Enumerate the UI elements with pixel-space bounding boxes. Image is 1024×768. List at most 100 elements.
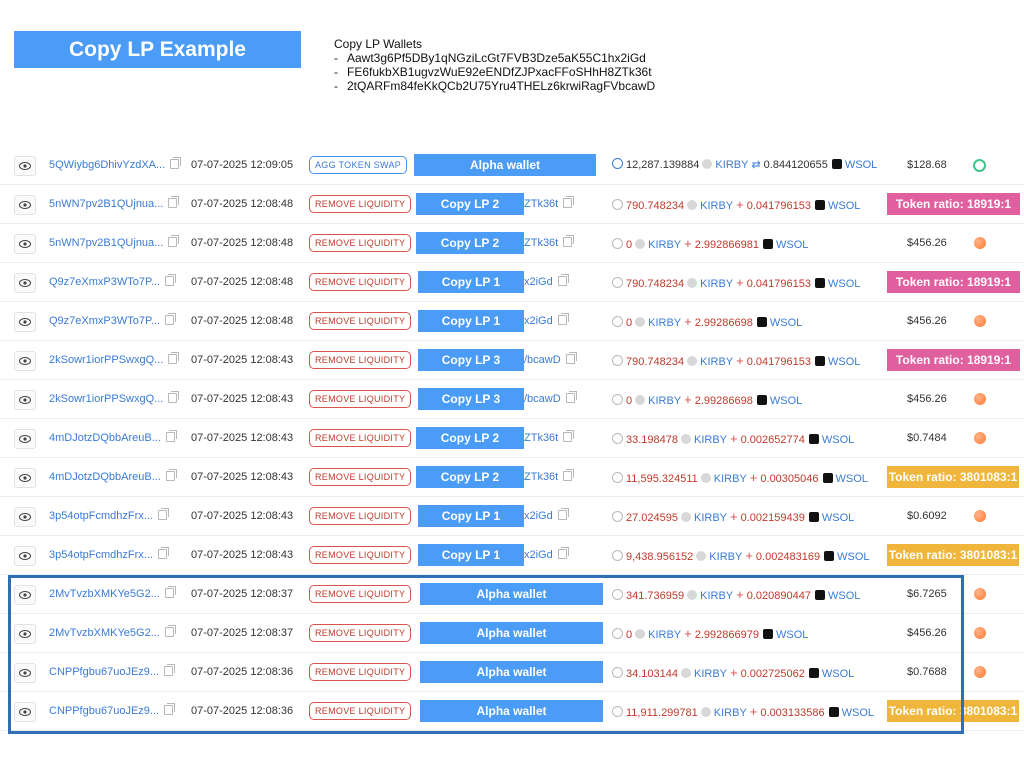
wallet-address-link[interactable]: ZTk36t — [524, 235, 575, 249]
token-symbol-link[interactable]: WSOL — [827, 356, 861, 368]
transaction-signature-link[interactable]: 3p54otpFcmdhzFrx... — [49, 547, 169, 561]
copy-icon[interactable] — [164, 664, 176, 676]
dex-icon[interactable] — [974, 588, 986, 600]
wallet-address-link[interactable]: x2iGd — [524, 508, 569, 522]
copy-icon[interactable] — [165, 469, 177, 481]
dex-icon[interactable] — [974, 315, 986, 327]
copy-icon[interactable] — [168, 235, 180, 247]
token-symbol-link[interactable]: WSOL — [775, 629, 809, 641]
token-symbol-link[interactable]: KIRBY — [694, 434, 728, 446]
copy-icon[interactable] — [168, 352, 180, 364]
transaction-signature-link[interactable]: 5nWN7pv2B1QUjnua... — [49, 235, 180, 249]
transaction-signature-link[interactable]: Q9z7eXmxP3WTo7P... — [49, 313, 177, 327]
copy-icon[interactable] — [164, 586, 176, 598]
copy-icon[interactable] — [157, 547, 169, 559]
wallet-address-link[interactable]: x2iGd — [524, 274, 569, 288]
copy-icon[interactable] — [563, 235, 575, 247]
copy-icon[interactable] — [168, 391, 180, 403]
dex-icon[interactable] — [973, 159, 986, 172]
view-transaction-button[interactable] — [14, 663, 36, 683]
token-symbol-link[interactable]: KIRBY — [648, 239, 682, 251]
copy-icon[interactable] — [557, 313, 569, 325]
transaction-signature-link[interactable]: 2MvTvzbXMKYe5G2... — [49, 586, 176, 600]
transaction-signature-link[interactable]: 4mDJotzDQbbAreuB... — [49, 469, 177, 483]
view-transaction-button[interactable] — [14, 390, 36, 410]
transaction-signature-link[interactable]: 2kSowr1iorPPSwxgQ... — [49, 391, 180, 405]
dex-icon[interactable] — [974, 432, 986, 444]
copy-icon[interactable] — [557, 274, 569, 286]
view-transaction-button[interactable] — [14, 312, 36, 332]
wallet-address-link[interactable]: /bcawD — [524, 391, 577, 405]
token-symbol-link[interactable]: KIRBY — [713, 473, 747, 485]
copy-icon[interactable] — [165, 430, 177, 442]
token-symbol-link[interactable]: WSOL — [769, 395, 803, 407]
token-symbol-link[interactable]: WSOL — [821, 512, 855, 524]
view-transaction-button[interactable] — [14, 702, 36, 722]
dex-icon[interactable] — [974, 627, 986, 639]
token-symbol-link[interactable]: WSOL — [841, 707, 875, 719]
token-symbol-link[interactable]: WSOL — [827, 278, 861, 290]
copy-icon[interactable] — [557, 508, 569, 520]
token-symbol-link[interactable]: KIRBY — [715, 159, 749, 171]
transaction-signature-link[interactable]: 2MvTvzbXMKYe5G2... — [49, 625, 176, 639]
wallet-address-link[interactable]: x2iGd — [524, 547, 569, 561]
token-symbol-link[interactable]: KIRBY — [694, 512, 728, 524]
copy-icon[interactable] — [165, 274, 177, 286]
transaction-signature-link[interactable]: 5QWiybg6DhivYzdXA... — [49, 157, 182, 171]
token-symbol-link[interactable]: WSOL — [821, 434, 855, 446]
token-symbol-link[interactable]: KIRBY — [700, 590, 734, 602]
dex-icon[interactable] — [974, 666, 986, 678]
view-transaction-button[interactable] — [14, 195, 36, 215]
token-symbol-link[interactable]: WSOL — [827, 200, 861, 212]
wallet-address-link[interactable]: /bcawD — [524, 352, 577, 366]
token-symbol-link[interactable]: KIRBY — [709, 551, 743, 563]
copy-icon[interactable] — [565, 391, 577, 403]
copy-icon[interactable] — [565, 352, 577, 364]
token-symbol-link[interactable]: KIRBY — [700, 356, 734, 368]
token-symbol-link[interactable]: WSOL — [844, 159, 878, 171]
copy-icon[interactable] — [563, 469, 575, 481]
transaction-signature-link[interactable]: CNPPfgbu67uoJEz9... — [49, 664, 176, 678]
copy-icon[interactable] — [157, 508, 169, 520]
view-transaction-button[interactable] — [14, 273, 36, 293]
token-symbol-link[interactable]: KIRBY — [700, 200, 734, 212]
token-symbol-link[interactable]: WSOL — [827, 590, 861, 602]
token-symbol-link[interactable]: KIRBY — [648, 629, 682, 641]
wallet-address-link[interactable]: x2iGd — [524, 313, 569, 327]
view-transaction-button[interactable] — [14, 624, 36, 644]
token-symbol-link[interactable]: KIRBY — [694, 668, 728, 680]
wallet-address-link[interactable]: ZTk36t — [524, 430, 575, 444]
dex-icon[interactable] — [974, 393, 986, 405]
dex-icon[interactable] — [974, 237, 986, 249]
view-transaction-button[interactable] — [14, 156, 36, 176]
transaction-signature-link[interactable]: 3p54otpFcmdhzFrx... — [49, 508, 169, 522]
transaction-signature-link[interactable]: CNPPfgbu67uoJEz9... — [49, 703, 176, 717]
token-symbol-link[interactable]: KIRBY — [713, 707, 747, 719]
copy-icon[interactable] — [563, 196, 575, 208]
copy-icon[interactable] — [557, 547, 569, 559]
view-transaction-button[interactable] — [14, 546, 36, 566]
token-symbol-link[interactable]: WSOL — [821, 668, 855, 680]
token-symbol-link[interactable]: KIRBY — [648, 317, 682, 329]
transaction-signature-link[interactable]: 4mDJotzDQbbAreuB... — [49, 430, 177, 444]
token-symbol-link[interactable]: KIRBY — [700, 278, 734, 290]
transaction-signature-link[interactable]: 5nWN7pv2B1QUjnua... — [49, 196, 180, 210]
copy-icon[interactable] — [563, 430, 575, 442]
wallet-address-link[interactable]: ZTk36t — [524, 469, 575, 483]
token-symbol-link[interactable]: WSOL — [775, 239, 809, 251]
token-symbol-link[interactable]: WSOL — [837, 551, 870, 563]
transaction-signature-link[interactable]: 2kSowr1iorPPSwxgQ... — [49, 352, 180, 366]
copy-icon[interactable] — [168, 196, 180, 208]
token-symbol-link[interactable]: WSOL — [769, 317, 803, 329]
copy-icon[interactable] — [164, 625, 176, 637]
view-transaction-button[interactable] — [14, 585, 36, 605]
view-transaction-button[interactable] — [14, 234, 36, 254]
view-transaction-button[interactable] — [14, 351, 36, 371]
dex-icon[interactable] — [974, 510, 986, 522]
wallet-address-link[interactable]: ZTk36t — [524, 196, 575, 210]
copy-icon[interactable] — [165, 313, 177, 325]
copy-icon[interactable] — [170, 157, 182, 169]
view-transaction-button[interactable] — [14, 507, 36, 527]
copy-icon[interactable] — [164, 703, 176, 715]
token-symbol-link[interactable]: KIRBY — [648, 395, 682, 407]
